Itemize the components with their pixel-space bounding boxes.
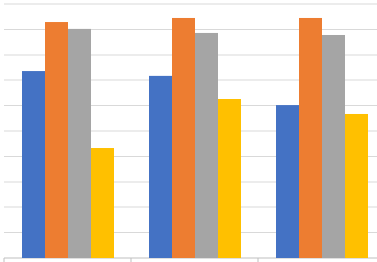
- bar: [345, 113, 368, 259]
- bar: [195, 32, 218, 259]
- bar: [22, 71, 45, 258]
- bar: [91, 148, 114, 258]
- bar: [45, 22, 68, 259]
- bar: [299, 17, 322, 258]
- bar: [172, 17, 195, 258]
- bar: [276, 105, 299, 258]
- bar: [149, 75, 172, 258]
- bar: [68, 28, 91, 259]
- bar: [218, 98, 241, 258]
- bar: [322, 34, 345, 258]
